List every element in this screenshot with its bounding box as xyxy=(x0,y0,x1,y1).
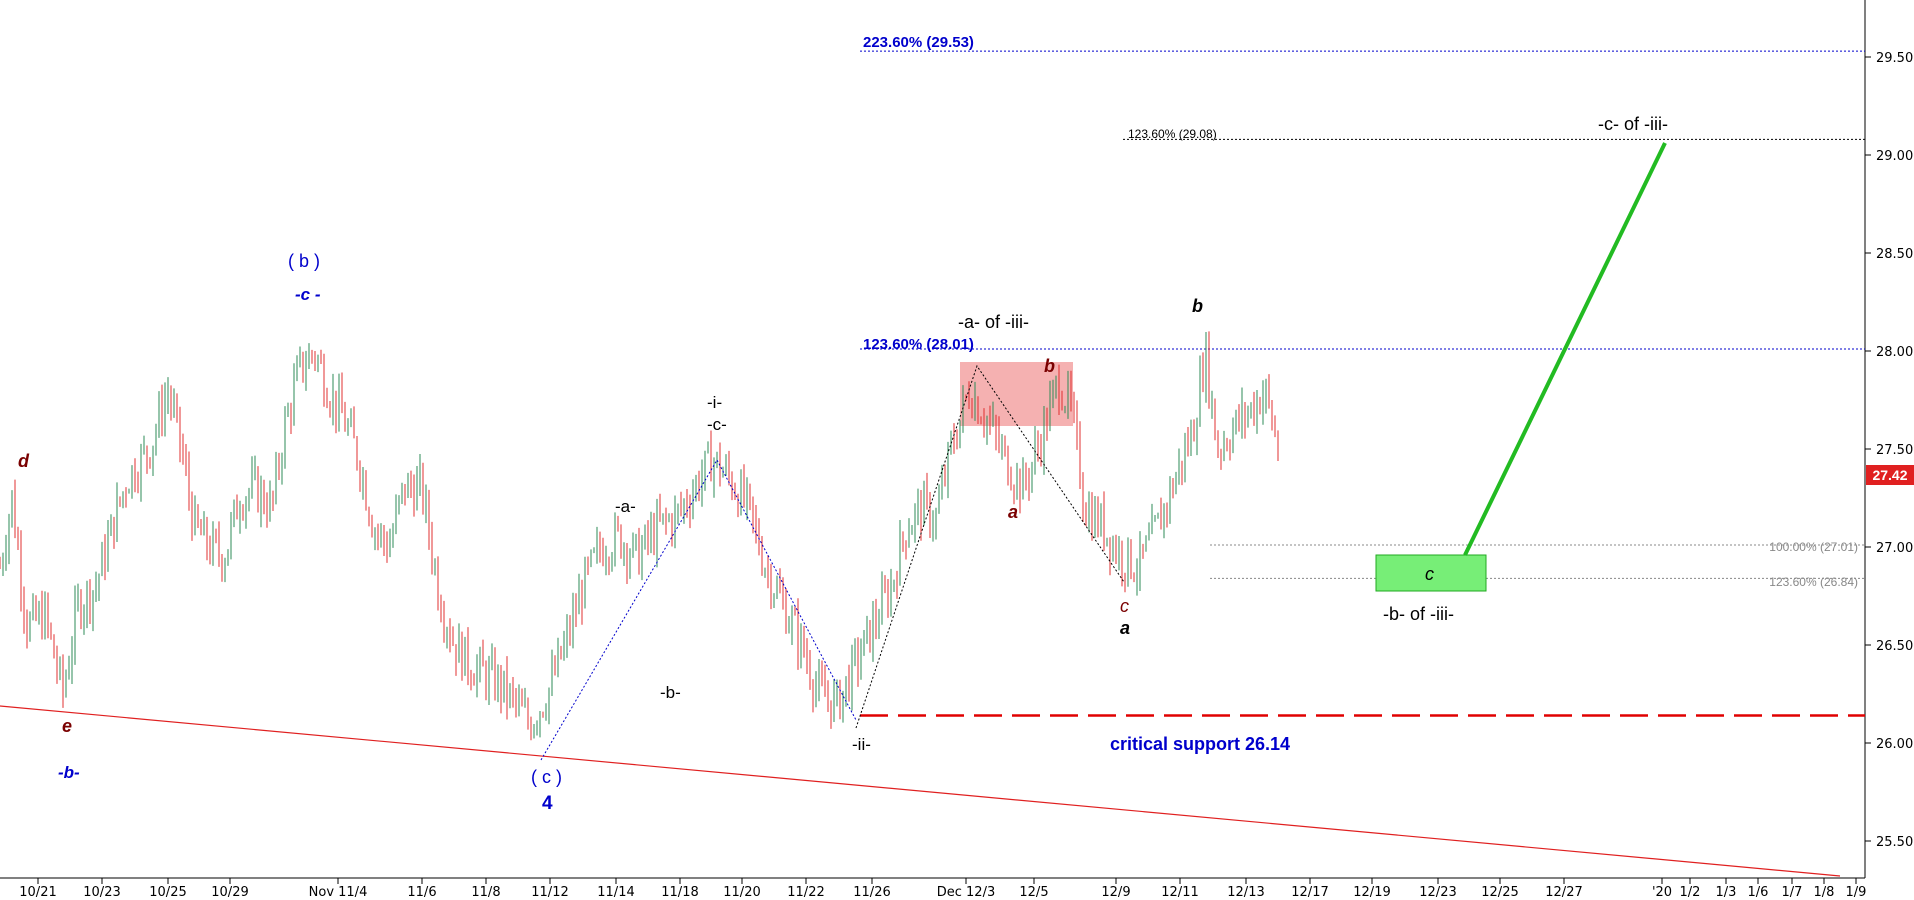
y-tick-label: 25.50 xyxy=(1876,835,1913,850)
x-tick-label: 12/13 xyxy=(1227,885,1264,900)
label-minus-b-mid: -b- xyxy=(660,683,681,702)
x-tick-label: 1/3 xyxy=(1716,885,1737,900)
label-b-red: b xyxy=(1044,356,1055,376)
x-tick-label: 11/8 xyxy=(471,885,500,900)
x-tick-label: 12/5 xyxy=(1019,885,1048,900)
x-tick-label: 11/14 xyxy=(597,885,634,900)
x-tick-label: 10/21 xyxy=(19,885,56,900)
level-label: 123.60% (26.84) xyxy=(1769,575,1858,589)
price-bars xyxy=(0,331,1279,741)
y-tick-label: 26.00 xyxy=(1876,737,1913,752)
label-minus-i: -i- xyxy=(707,393,722,412)
x-tick-label: 1/8 xyxy=(1814,885,1835,900)
x-tick-label: 1/6 xyxy=(1748,885,1769,900)
y-tick-label: 29.50 xyxy=(1876,51,1913,66)
label-c-red: c xyxy=(1120,596,1129,616)
x-axis-ticks: 10/21 10/23 10/25 10/29 Nov 11/4 11/6 11/8 11/1… xyxy=(19,878,1866,900)
label-paren-b: ( b ) xyxy=(288,251,320,271)
label-four: 4 xyxy=(542,793,553,814)
x-tick-label: Dec 12/3 xyxy=(937,885,995,900)
label-minus-c-top: -c - xyxy=(295,285,321,304)
level-label: 123.60% (29.08) xyxy=(1128,127,1217,141)
y-tick-label: 28.50 xyxy=(1876,247,1913,262)
wave-line-blue xyxy=(540,458,857,761)
label-minus-b-left: -b- xyxy=(58,763,80,782)
y-axis-ticks: 29.50 29.00 28.50 28.00 27.50 27.00 26.50 26.00… xyxy=(1865,51,1913,850)
x-tick-label: Nov 11/4 xyxy=(309,885,368,900)
x-tick-label: 10/25 xyxy=(149,885,186,900)
x-tick-label: 11/22 xyxy=(787,885,824,900)
x-tick-label: '20 xyxy=(1652,885,1672,900)
label-a-black: a xyxy=(1120,618,1130,638)
y-tick-label: 26.50 xyxy=(1876,639,1913,654)
x-tick-label: 12/25 xyxy=(1481,885,1518,900)
x-tick-label: 12/23 xyxy=(1419,885,1456,900)
label-minus-a-mid: -a- xyxy=(615,497,636,516)
label-e: e xyxy=(62,716,72,736)
last-price-badge xyxy=(1866,465,1914,485)
y-tick-label: 28.00 xyxy=(1876,345,1913,360)
label-minus-c-mid: -c- xyxy=(707,415,727,434)
x-tick-label: 10/29 xyxy=(211,885,248,900)
label-paren-c: ( c ) xyxy=(531,767,562,787)
label-minus-ii: -ii- xyxy=(852,735,871,754)
label-a-red: a xyxy=(1008,502,1018,522)
x-tick-label: 12/9 xyxy=(1101,885,1130,900)
last-price-label: 27.42 xyxy=(1872,467,1907,483)
label-d: d xyxy=(18,451,30,471)
y-tick-label: 29.00 xyxy=(1876,149,1913,164)
level-label: 100.00% (27.01) xyxy=(1769,540,1858,554)
lower-trendline xyxy=(0,705,1841,877)
x-tick-label: 1/2 xyxy=(1680,885,1701,900)
x-tick-label: 11/20 xyxy=(723,885,760,900)
wave-labels: d e -b- ( b ) -c - ( c ) 4 -a- -b- -i- -… xyxy=(18,114,1668,814)
y-tick-label: 27.00 xyxy=(1876,541,1913,556)
x-tick-label: 12/11 xyxy=(1161,885,1198,900)
green-projection-line xyxy=(1463,142,1667,556)
label-b-black: b xyxy=(1192,296,1203,316)
green-target-box xyxy=(1375,554,1487,592)
x-tick-label: 12/19 xyxy=(1353,885,1390,900)
label-c-box: c xyxy=(1425,564,1434,584)
label-b-of-iii: -b- of -iii- xyxy=(1383,604,1454,624)
x-tick-label: 11/12 xyxy=(531,885,568,900)
y-tick-label: 27.50 xyxy=(1876,443,1913,458)
level-label: 223.60% (29.53) xyxy=(863,34,974,51)
fib-levels: 223.60% (29.53) 123.60% (29.08) 123.60% (2… xyxy=(860,34,1865,754)
level-label: critical support 26.14 xyxy=(1110,734,1290,754)
x-tick-label: 1/9 xyxy=(1846,885,1867,900)
red-target-zone xyxy=(960,362,1073,426)
x-tick-label: 10/23 xyxy=(83,885,120,900)
label-a-of-iii: -a- of -iii- xyxy=(958,312,1029,332)
label-c-of-iii: -c- of -iii- xyxy=(1598,114,1668,134)
x-tick-label: 12/17 xyxy=(1291,885,1328,900)
x-tick-label: 11/26 xyxy=(853,885,890,900)
wave-line-black xyxy=(855,364,1125,729)
x-tick-label: 12/27 xyxy=(1545,885,1582,900)
x-tick-label: 11/18 xyxy=(661,885,698,900)
x-tick-label: 1/7 xyxy=(1782,885,1803,900)
level-label: 123.60% (28.01) xyxy=(863,336,974,353)
x-tick-label: 11/6 xyxy=(407,885,436,900)
